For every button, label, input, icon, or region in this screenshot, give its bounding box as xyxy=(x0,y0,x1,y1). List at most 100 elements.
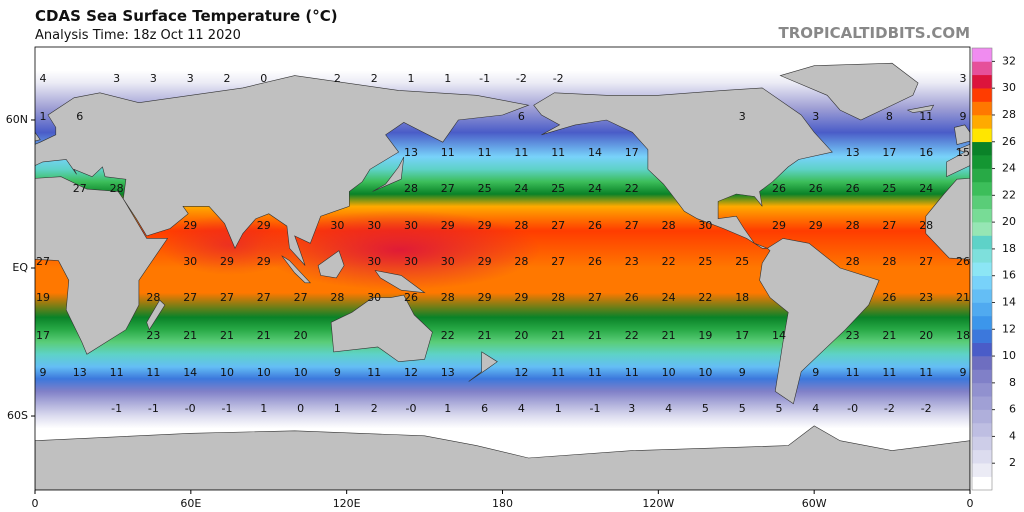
landmass xyxy=(779,62,919,121)
sst-label: 9 xyxy=(960,110,967,123)
landmass xyxy=(372,156,405,192)
sst-label: -2 xyxy=(884,402,895,415)
sst-label: 26 xyxy=(809,182,823,195)
sst-label: 27 xyxy=(919,255,933,268)
sst-label: 9 xyxy=(739,366,746,379)
colorbar-label: 8 xyxy=(1009,376,1016,389)
colorbar-swatch xyxy=(972,396,992,410)
sst-label: 11 xyxy=(110,366,124,379)
colorbar-swatch xyxy=(972,329,992,343)
landmass xyxy=(317,250,345,279)
landmass xyxy=(35,131,41,142)
sst-label: 25 xyxy=(735,255,749,268)
sst-label: 23 xyxy=(919,291,933,304)
sst-label: 27 xyxy=(588,291,602,304)
colorbar-swatch xyxy=(972,289,992,303)
sst-label: 11 xyxy=(625,366,639,379)
lon-label: 0 xyxy=(967,497,974,510)
sst-label: 10 xyxy=(257,366,271,379)
colorbar-label: 26 xyxy=(1002,135,1016,148)
sst-label: 25 xyxy=(882,182,896,195)
colorbar-swatch xyxy=(972,195,992,210)
sst-label: 22 xyxy=(625,182,639,195)
lon-label: 180 xyxy=(492,497,513,510)
landmass xyxy=(146,299,166,331)
sst-label: -2 xyxy=(553,72,564,85)
sst-label: 29 xyxy=(257,255,271,268)
sst-label: -1 xyxy=(111,402,122,415)
sst-label: 21 xyxy=(220,329,234,342)
sst-label: 11 xyxy=(846,366,860,379)
sst-label: 29 xyxy=(478,219,492,232)
sst-label: 3 xyxy=(187,72,194,85)
colorbar-swatch xyxy=(972,114,992,129)
sst-label: 18 xyxy=(956,329,970,342)
sst-label: 16 xyxy=(919,146,933,159)
sst-label: -0 xyxy=(847,402,858,415)
sst-label: 28 xyxy=(404,182,418,195)
colorbar-swatch xyxy=(972,315,992,330)
colorbar-swatch xyxy=(972,409,992,424)
sst-label: -1 xyxy=(222,402,233,415)
sst-label: 26 xyxy=(625,291,639,304)
sst-label: 3 xyxy=(812,110,819,123)
landmass xyxy=(35,176,169,355)
sst-label: -0 xyxy=(406,402,417,415)
sst-label: 29 xyxy=(478,291,492,304)
sst-label: 13 xyxy=(404,146,418,159)
sst-label: 23 xyxy=(625,255,639,268)
sst-label: 22 xyxy=(662,255,676,268)
sst-label: 28 xyxy=(882,255,896,268)
sst-label: 17 xyxy=(625,146,639,159)
sst-label: 21 xyxy=(662,329,676,342)
colorbar-swatch xyxy=(972,208,992,223)
sst-label: 21 xyxy=(257,329,271,342)
sst-label: 29 xyxy=(441,219,455,232)
sst-label: 27 xyxy=(257,291,271,304)
sst-label: 6 xyxy=(481,402,488,415)
sst-label: 28 xyxy=(846,255,860,268)
sst-label: 6 xyxy=(518,110,525,123)
sst-label: 17 xyxy=(36,329,50,342)
landmass xyxy=(35,75,530,266)
sst-label: 28 xyxy=(919,219,933,232)
sst-label: 27 xyxy=(183,291,197,304)
sst-label: 11 xyxy=(919,366,933,379)
colorbar-swatch xyxy=(972,476,992,491)
sst-label: 1 xyxy=(408,72,415,85)
sst-label: 9 xyxy=(812,366,819,379)
colorbar-swatch xyxy=(972,302,992,317)
sst-label: 5 xyxy=(739,402,746,415)
colorbar-swatch xyxy=(972,369,992,384)
sst-label: 21 xyxy=(956,291,970,304)
sst-label: 1 xyxy=(444,72,451,85)
sst-label: 3 xyxy=(739,110,746,123)
sst-label: 10 xyxy=(698,366,712,379)
sst-label: 27 xyxy=(73,182,87,195)
colorbar-swatch xyxy=(972,449,992,464)
landmass xyxy=(906,104,935,113)
sst-label: 30 xyxy=(404,219,418,232)
sst-label: 23 xyxy=(846,329,860,342)
sst-label: 1 xyxy=(40,110,47,123)
colorbar-label: 30 xyxy=(1002,81,1016,94)
colorbar-swatch xyxy=(972,356,992,370)
sst-label: 29 xyxy=(514,291,528,304)
map xyxy=(35,47,970,490)
colorbar-swatch xyxy=(972,141,992,156)
sst-labels: 4 3 3 3 2 0 2 2 1 1 -1 -2 -2 31 6 6 3 3 8 11 913 11 11 11 11 14 17… xyxy=(36,72,970,415)
sst-label: 28 xyxy=(110,182,124,195)
colorbar-swatch xyxy=(972,382,992,397)
sst-label: 17 xyxy=(882,146,896,159)
colorbar-swatch xyxy=(972,423,992,437)
sst-label: 2 xyxy=(371,72,378,85)
colorbar-label: 10 xyxy=(1002,349,1016,362)
sst-label: -2 xyxy=(921,402,932,415)
landmass xyxy=(759,238,880,405)
sst-label: 21 xyxy=(183,329,197,342)
sst-label: 26 xyxy=(588,219,602,232)
sst-label: 1 xyxy=(260,402,267,415)
sst-label: 20 xyxy=(919,329,933,342)
sst-label: 11 xyxy=(478,146,492,159)
